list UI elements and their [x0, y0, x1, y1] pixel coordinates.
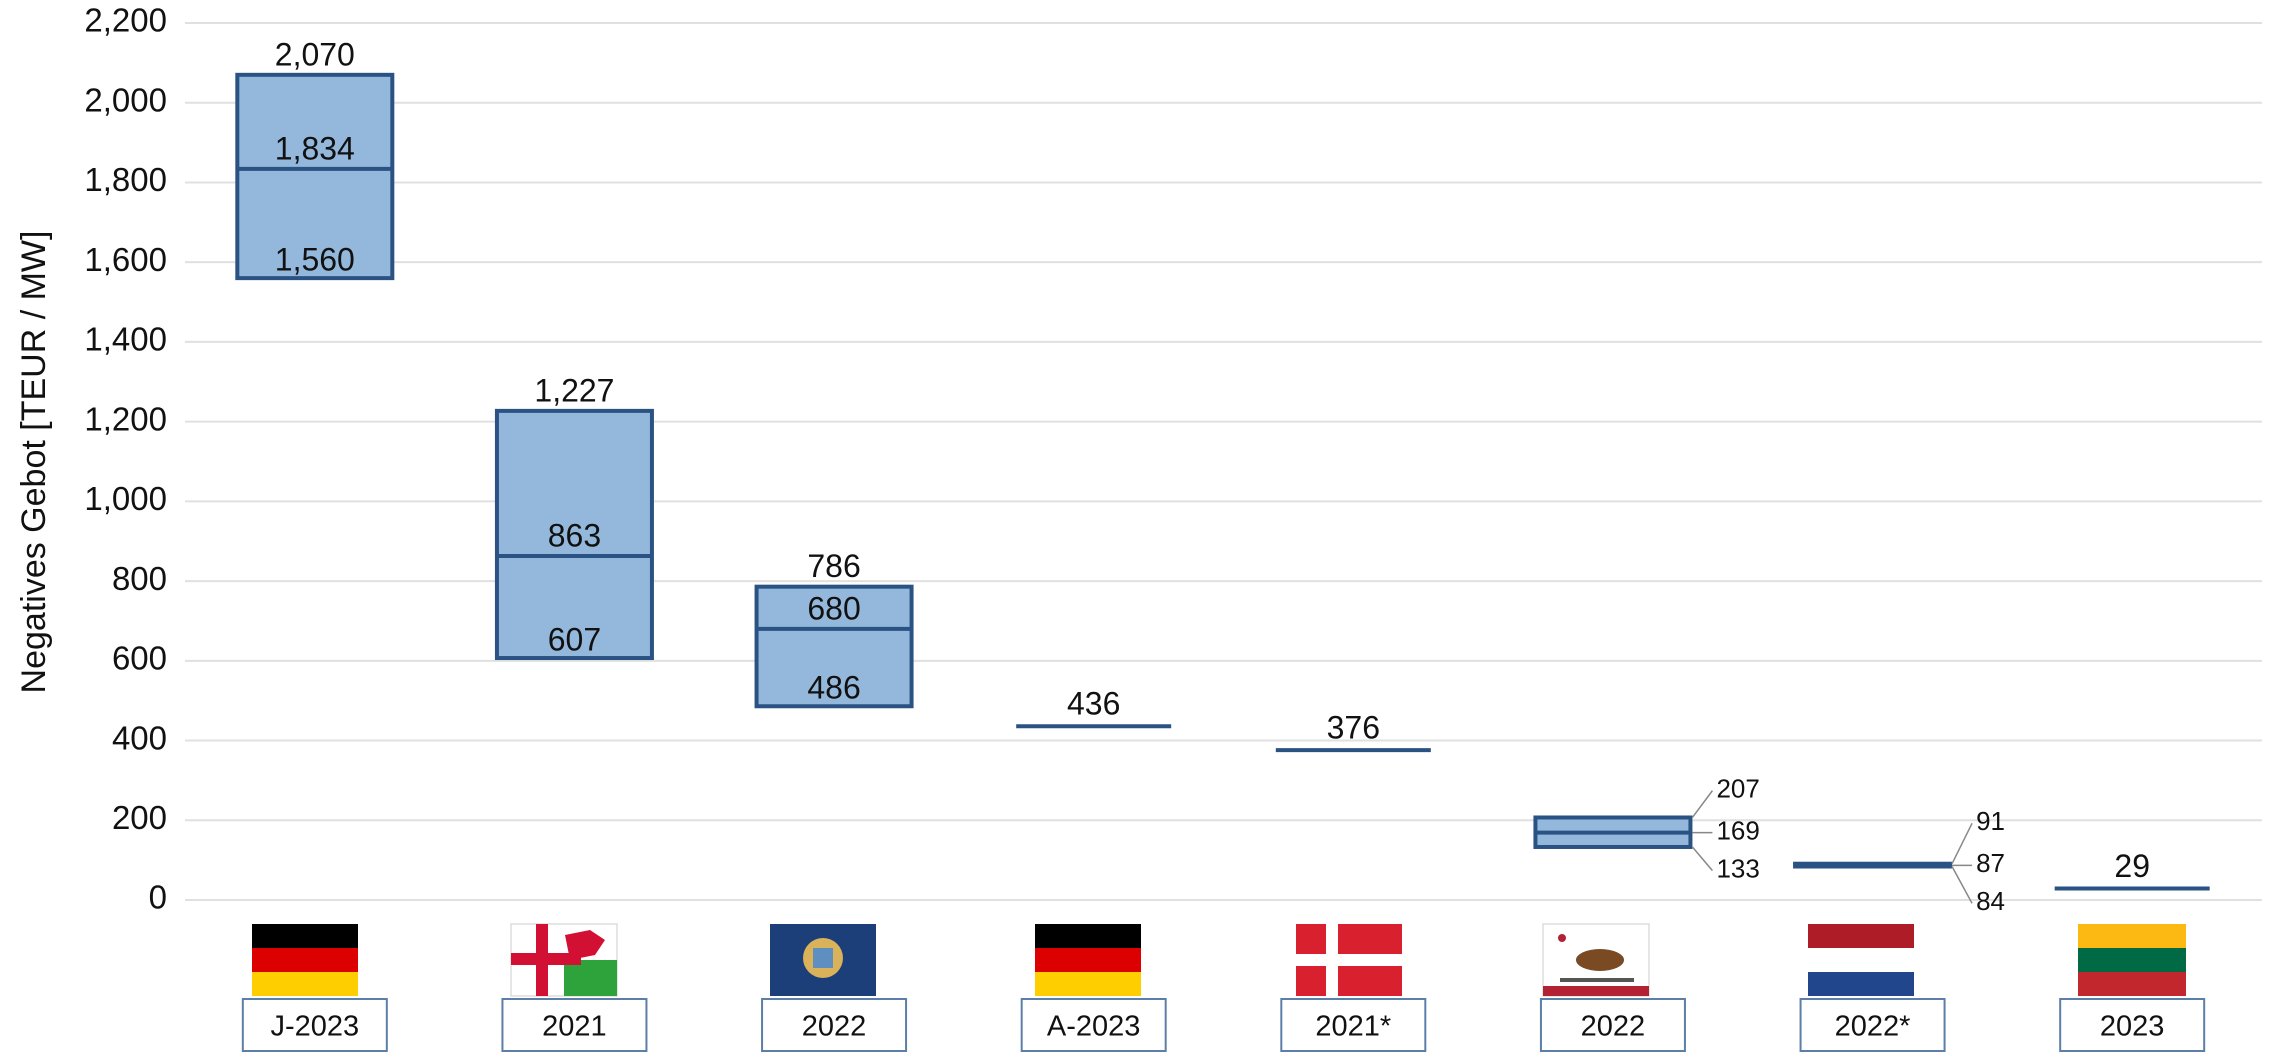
value-label: 133 — [1716, 854, 1759, 884]
x-tick-label: 2022 — [802, 1011, 867, 1043]
y-axis-label: Negatives Gebot [TEUR / MW] — [15, 231, 53, 694]
flag-new-york — [770, 924, 876, 996]
flag-wales — [511, 924, 617, 996]
x-tick-label: A-2023 — [1047, 1011, 1141, 1043]
value-label: 207 — [1716, 774, 1759, 804]
flag-california — [1543, 924, 1649, 996]
leader-line — [1692, 791, 1712, 818]
value-label: 786 — [807, 548, 860, 584]
flag-germany — [252, 924, 358, 996]
value-label: 863 — [548, 517, 601, 553]
flag-lithuania — [2078, 924, 2186, 996]
flag-germany — [1035, 924, 1141, 996]
value-label: 680 — [807, 590, 860, 626]
y-tick-label: 1,000 — [84, 480, 167, 517]
leader-line — [1952, 867, 1972, 904]
y-tick-label: 2,000 — [84, 81, 167, 118]
value-label: 1,834 — [275, 130, 355, 166]
value-label: 169 — [1716, 816, 1759, 846]
x-tick-label: 2023 — [2100, 1011, 2165, 1043]
value-label: 87 — [1976, 848, 2005, 878]
value-label: 436 — [1067, 686, 1120, 722]
x-tick-label: 2022* — [1835, 1011, 1911, 1043]
x-tick-label: J-2023 — [270, 1011, 359, 1043]
chart: Negatives Gebot [TEUR / MW] 0 200 400 600 80… — [0, 0, 2270, 1052]
y-tick-label: 1,200 — [84, 400, 167, 437]
y-tick-label: 200 — [112, 799, 167, 836]
flag-denmark — [1296, 924, 1402, 996]
value-label: 29 — [2114, 848, 2150, 884]
value-label: 376 — [1327, 710, 1380, 746]
y-tick-label: 2,200 — [84, 2, 167, 39]
value-label: 91 — [1976, 806, 2005, 836]
y-tick-label: 600 — [112, 640, 167, 677]
leader-line — [1692, 847, 1712, 871]
value-label: 607 — [548, 621, 601, 657]
leader-line — [1952, 823, 1972, 863]
y-tick-label: 0 — [149, 879, 167, 916]
y-tick-label: 1,600 — [84, 241, 167, 278]
value-label: 2,070 — [275, 36, 355, 72]
x-tick-label: 2021* — [1315, 1011, 1391, 1043]
y-tick-label: 1,800 — [84, 161, 167, 198]
y-tick-label: 1,400 — [84, 321, 167, 358]
flag-netherlands — [1808, 924, 1914, 996]
y-tick-label: 800 — [112, 560, 167, 597]
value-label: 486 — [807, 670, 860, 706]
x-tick-label: 2022 — [1581, 1011, 1646, 1043]
value-label: 1,560 — [275, 242, 355, 278]
x-tick-label: 2021 — [542, 1011, 607, 1043]
y-tick-label: 400 — [112, 719, 167, 756]
value-label: 84 — [1976, 886, 2005, 916]
flags — [252, 924, 2186, 996]
value-label: 1,227 — [534, 372, 614, 408]
